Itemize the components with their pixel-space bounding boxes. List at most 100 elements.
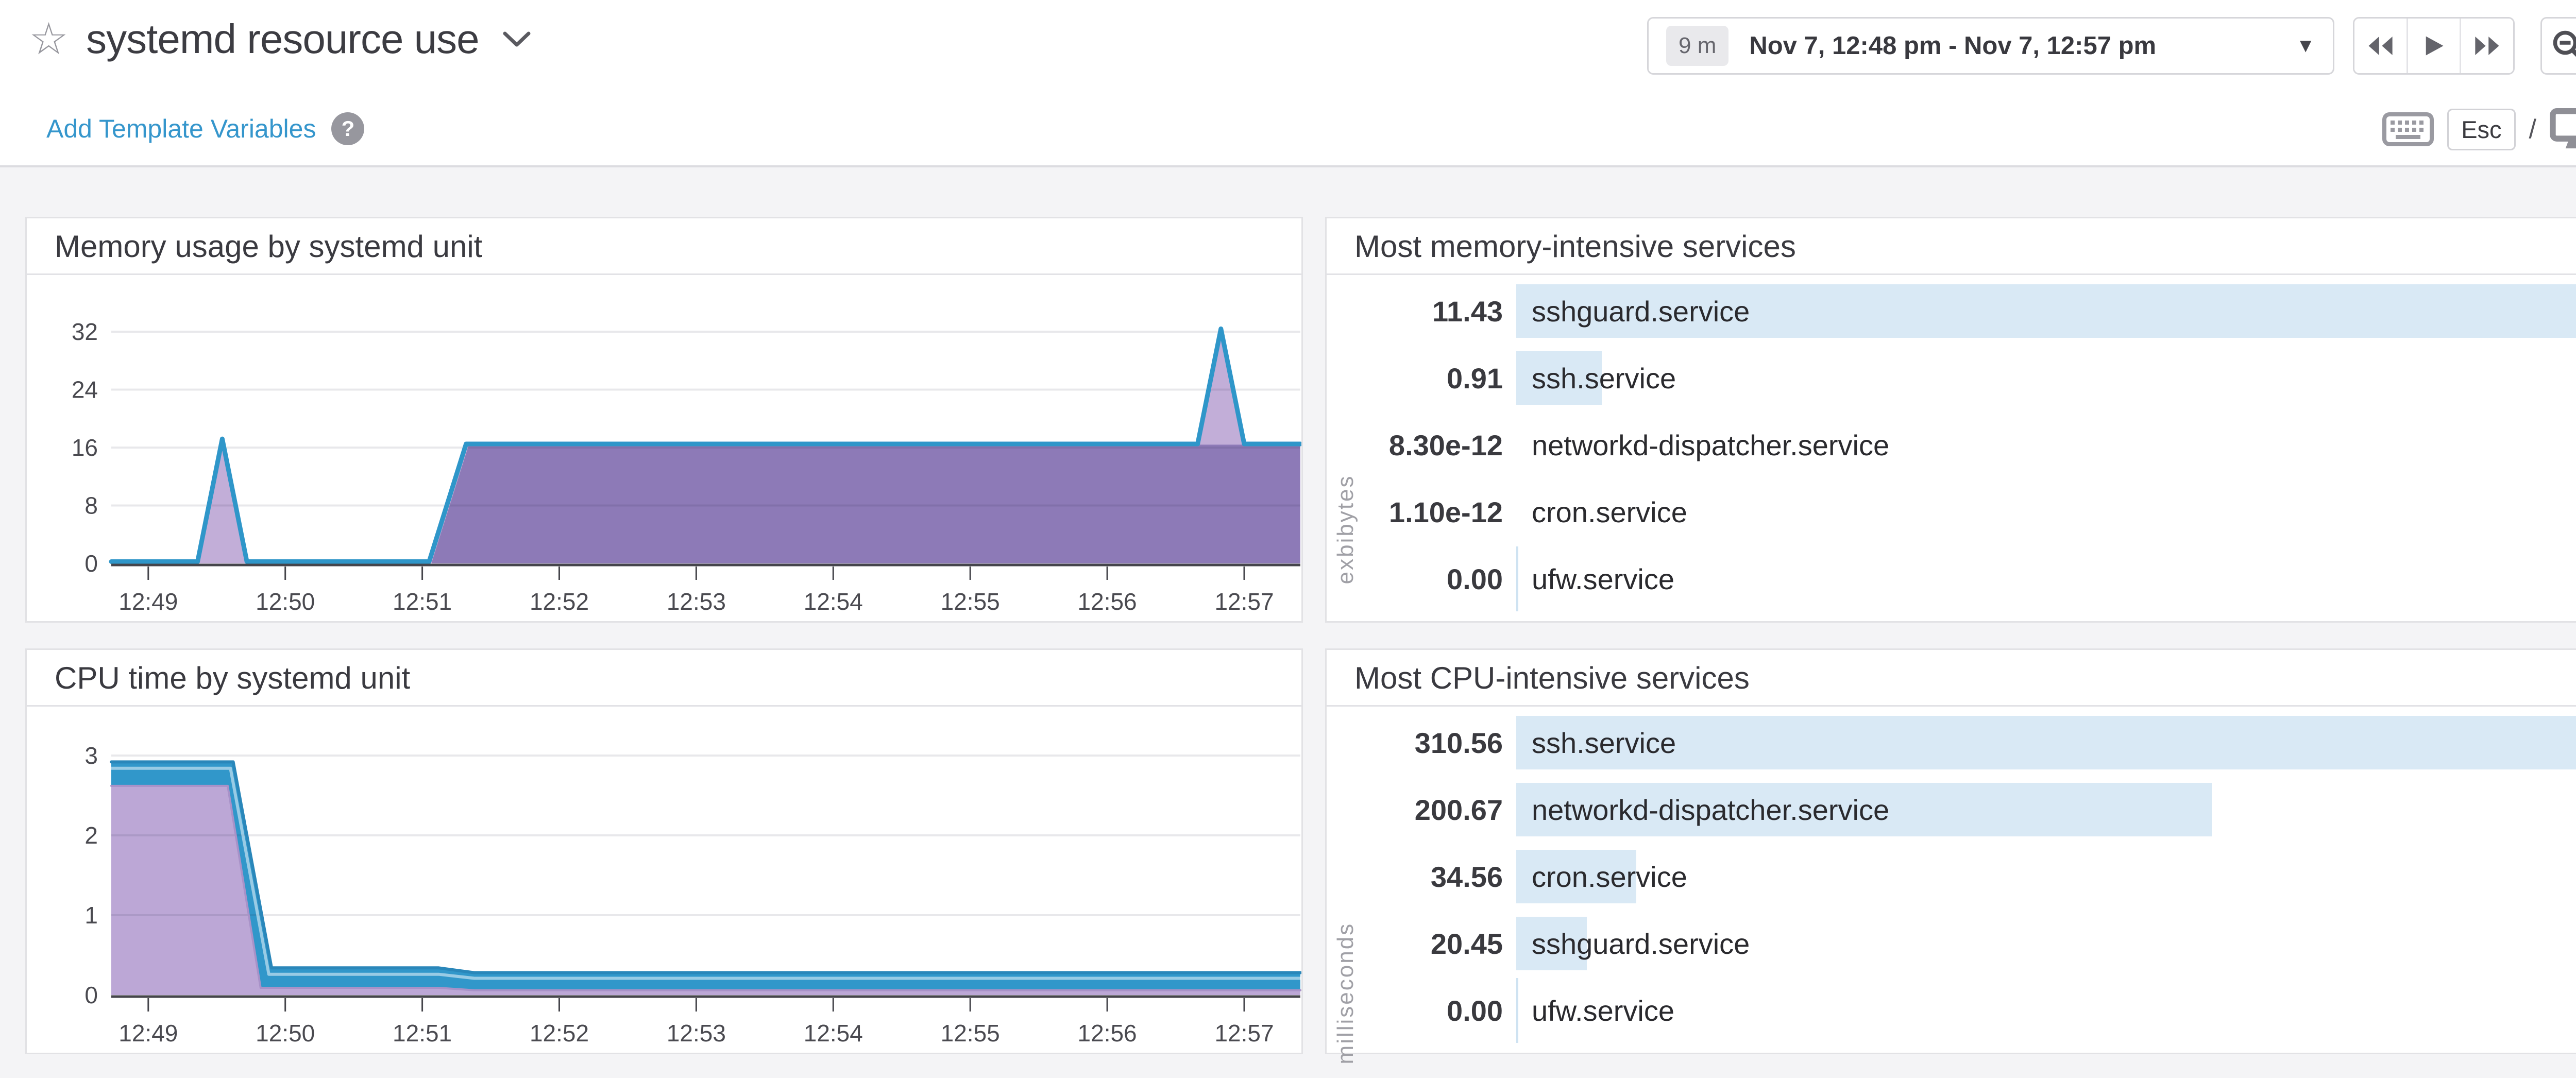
- dashboard-content: Memory usage by systemd unit 0 8 16 24 32 12:…: [0, 167, 2576, 1078]
- toplist-row[interactable]: 11.43 sshguard.service: [1327, 278, 2576, 345]
- monitor-icon[interactable]: [2550, 108, 2576, 150]
- toplist-zero-line: [1516, 978, 1518, 1043]
- toplist-value: 310.56: [1414, 726, 1503, 759]
- toplist-value: 34.56: [1430, 860, 1503, 893]
- caret-down-icon: ▼: [2296, 35, 2315, 57]
- toplist-bar-zone: sshguard.service: [1516, 910, 2576, 977]
- time-nav-group: [2353, 17, 2515, 75]
- toplist-bar: [1516, 284, 2576, 338]
- svg-text:12:51: 12:51: [393, 588, 452, 615]
- toplist-value: 200.67: [1414, 793, 1503, 826]
- page-title: systemd resource use: [86, 16, 480, 62]
- widget-title: Most CPU-intensive services: [1327, 650, 2576, 707]
- dashboard-header: ☆ systemd resource use Add Template Vari…: [0, 0, 2576, 167]
- toplist-bar-zone: sshguard.service: [1516, 278, 2576, 345]
- toplist-bar-zone: ufw.service: [1516, 977, 2576, 1044]
- toplist-label: sshguard.service: [1532, 927, 1750, 960]
- title-chevron-down-icon[interactable]: [502, 30, 532, 48]
- svg-text:0: 0: [84, 550, 98, 577]
- toplist-label: ssh.service: [1532, 726, 1676, 759]
- svg-text:0: 0: [84, 982, 98, 1008]
- widget-grid: Memory usage by systemd unit 0 8 16 24 32 12:…: [25, 217, 2576, 1064]
- widget-title: Memory usage by systemd unit: [27, 218, 1301, 275]
- svg-text:12:54: 12:54: [804, 1020, 863, 1047]
- toplist-label: sshguard.service: [1532, 295, 1750, 328]
- toplist-label: networkd-dispatcher.service: [1532, 793, 1890, 826]
- toplist-row[interactable]: 8.30e-12 networkd-dispatcher.service: [1327, 412, 2576, 478]
- cpu-time-chart-svg: 0 1 2 3 12:49 12:50 12:51 12:52 12:53 12:54 12:55 1…: [84, 742, 1301, 1047]
- subheader: Add Template Variables ?: [46, 112, 365, 145]
- toplist-label: ssh.service: [1532, 362, 1676, 395]
- toplist-value: 20.45: [1430, 927, 1503, 960]
- toplist-bar-zone: networkd-dispatcher.service: [1516, 412, 2576, 478]
- rewind-icon: [2368, 37, 2393, 55]
- widget-memory-usage: Memory usage by systemd unit 0 8 16 24 32 12:…: [25, 217, 1303, 623]
- toplist-value: 0.00: [1447, 562, 1503, 595]
- widget-cpu-time: CPU time by systemd unit 0 1 2 3 12:49 12:50 1…: [25, 648, 1303, 1054]
- svg-text:12:54: 12:54: [804, 588, 863, 615]
- toplist-label: cron.service: [1532, 860, 1687, 893]
- fast-forward-button[interactable]: [2460, 19, 2513, 73]
- toplist-row[interactable]: 20.45 sshguard.service: [1327, 910, 2576, 977]
- svg-text:12:53: 12:53: [667, 588, 726, 615]
- toplist-value: 1.10e-12: [1388, 495, 1503, 528]
- svg-text:12:55: 12:55: [941, 1020, 1000, 1047]
- svg-text:32: 32: [72, 318, 98, 345]
- toplist-bar: [1516, 351, 1602, 405]
- toplist-zero-line: [1516, 546, 1518, 611]
- widget-title: Most memory-intensive services: [1327, 218, 2576, 275]
- toplist-row[interactable]: 0.91 ssh.service: [1327, 345, 2576, 412]
- toplist-value: 0.00: [1447, 994, 1503, 1027]
- zoom-out-button[interactable]: [2540, 17, 2576, 75]
- svg-text:12:52: 12:52: [530, 588, 589, 615]
- esc-key-label: Esc: [2447, 108, 2516, 150]
- toplist-bar-zone: ssh.service: [1516, 345, 2576, 412]
- toplist-bar-zone: networkd-dispatcher.service: [1516, 776, 2576, 843]
- play-button[interactable]: [2406, 19, 2460, 73]
- widget-cpu-toplist: Most CPU-intensive services milliseconds…: [1325, 648, 2576, 1064]
- time-range-badge: 9 m: [1666, 26, 1729, 66]
- toplist-bar-zone: cron.service: [1516, 478, 2576, 545]
- svg-text:2: 2: [84, 822, 98, 849]
- widget-memory-toplist: Most memory-intensive services exbibytes…: [1325, 217, 2576, 623]
- svg-text:12:51: 12:51: [393, 1020, 452, 1047]
- memory-toplist: 11.43 sshguard.service 0.91 ssh.service …: [1327, 275, 2576, 618]
- time-range-picker[interactable]: 9 m Nov 7, 12:48 pm - Nov 7, 12:57 pm ▼: [1647, 17, 2334, 75]
- widget-title: CPU time by systemd unit: [27, 650, 1301, 707]
- toplist-row[interactable]: 310.56 ssh.service: [1327, 709, 2576, 776]
- cpu-time-chart[interactable]: 0 1 2 3 12:49 12:50 12:51 12:52 12:53 12:54 12:55 1…: [27, 707, 1301, 1050]
- svg-text:8: 8: [84, 492, 98, 519]
- svg-text:12:50: 12:50: [256, 1020, 315, 1047]
- help-icon[interactable]: ?: [331, 112, 365, 145]
- toplist-row[interactable]: 34.56 cron.service: [1327, 843, 2576, 910]
- toplist-value: 0.91: [1447, 362, 1503, 395]
- svg-text:12:49: 12:49: [118, 588, 178, 615]
- toplist-row[interactable]: 0.00 ufw.service: [1327, 545, 2576, 612]
- svg-text:12:52: 12:52: [530, 1020, 589, 1047]
- toplist-row[interactable]: 0.00 ufw.service: [1327, 977, 2576, 1044]
- cpu-toplist: 310.56 ssh.service 200.67 networkd-dispa…: [1327, 707, 2576, 1050]
- toplist-bar: [1516, 783, 2212, 836]
- add-template-variables-link[interactable]: Add Template Variables: [46, 114, 316, 143]
- memory-usage-chart-svg: 0 8 16 24 32 12:49 12:50 12:51 12:52 12:53 12:54 12…: [72, 318, 1301, 615]
- svg-text:12:53: 12:53: [667, 1020, 726, 1047]
- title-row: ☆ systemd resource use: [29, 15, 532, 63]
- toplist-bar: [1516, 850, 1636, 903]
- toplist-row[interactable]: 200.67 networkd-dispatcher.service: [1327, 776, 2576, 843]
- toplist-row[interactable]: 1.10e-12 cron.service: [1327, 478, 2576, 545]
- svg-text:12:55: 12:55: [941, 588, 1000, 615]
- rewind-button[interactable]: [2354, 19, 2406, 73]
- favorite-star-icon[interactable]: ☆: [29, 14, 69, 64]
- fast-forward-icon: [2475, 37, 2499, 55]
- toplist-bar-zone: ufw.service: [1516, 545, 2576, 612]
- memory-usage-chart[interactable]: 0 8 16 24 32 12:49 12:50 12:51 12:52 12:53 12:54 12…: [27, 275, 1301, 618]
- zoom-out-icon: [2553, 30, 2576, 57]
- svg-text:12:57: 12:57: [1214, 1020, 1274, 1047]
- slash-separator: /: [2529, 114, 2536, 144]
- toplist-value: 8.30e-12: [1388, 428, 1503, 461]
- svg-text:1: 1: [84, 902, 98, 929]
- toplist-bar-zone: ssh.service: [1516, 709, 2576, 776]
- toplist-label: ufw.service: [1532, 994, 1674, 1027]
- svg-text:3: 3: [84, 742, 98, 769]
- svg-text:12:56: 12:56: [1078, 1020, 1137, 1047]
